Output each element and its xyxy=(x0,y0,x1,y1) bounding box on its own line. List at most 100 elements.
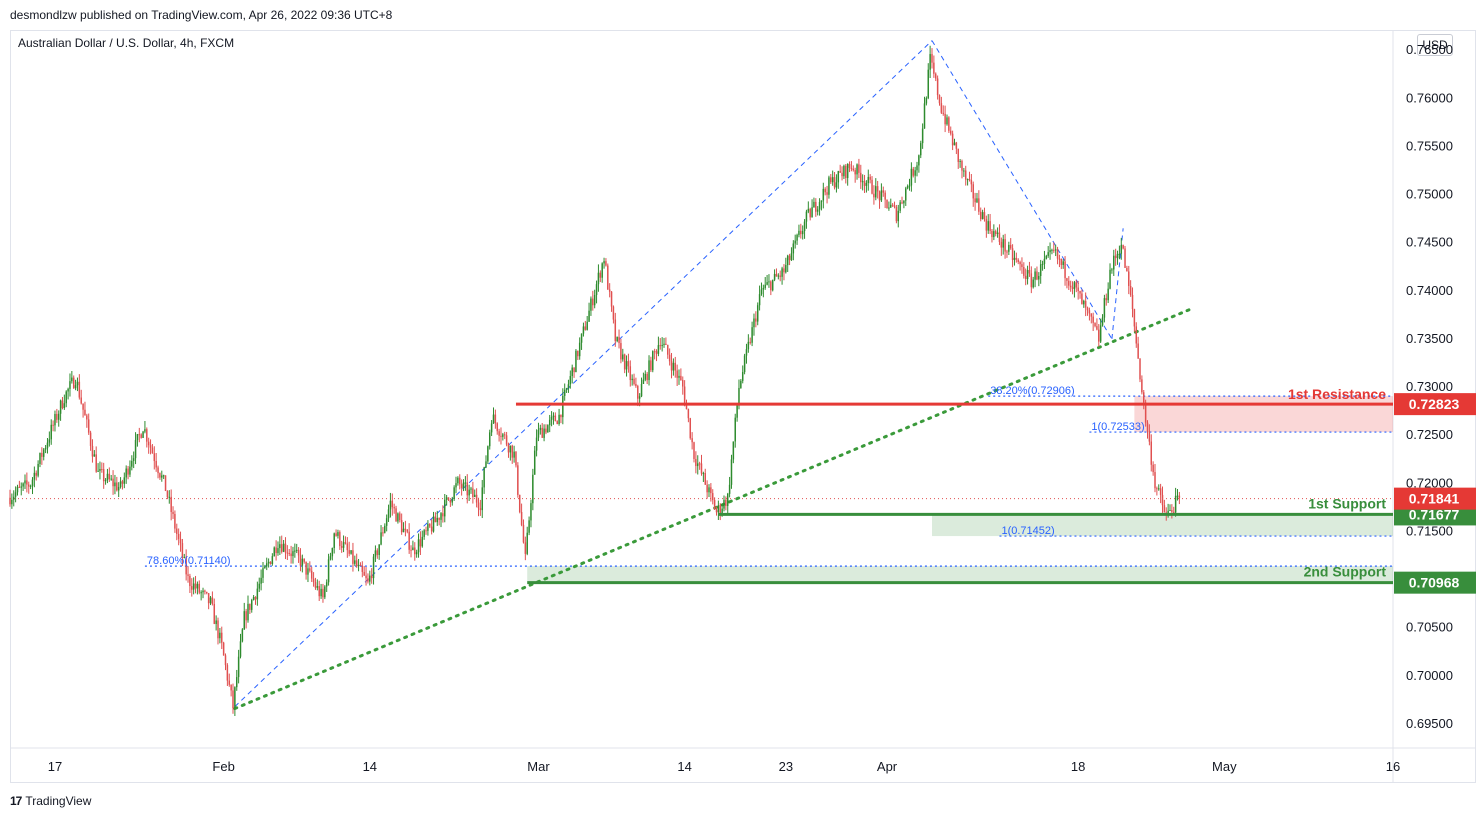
candle-body xyxy=(444,499,446,517)
candle-body xyxy=(920,143,922,156)
candle-body xyxy=(20,486,22,488)
candle-body xyxy=(1178,495,1181,498)
candle-body xyxy=(770,281,772,291)
candle-body xyxy=(1058,258,1061,260)
candle-body xyxy=(1090,313,1093,317)
candle-body xyxy=(18,486,21,488)
candle-body xyxy=(835,182,838,188)
candle-body xyxy=(783,268,785,273)
candle-body xyxy=(63,403,66,409)
candle-body xyxy=(442,513,444,517)
candle-body xyxy=(427,523,429,531)
candle-body xyxy=(710,487,712,494)
candle-body xyxy=(22,483,24,487)
candle-body xyxy=(466,482,469,496)
candle-body xyxy=(177,533,180,539)
candle-body xyxy=(389,500,392,510)
candle-body xyxy=(764,284,766,288)
candle-body xyxy=(307,568,309,575)
candle-body xyxy=(310,570,313,579)
candle-body xyxy=(852,168,855,171)
candle-body xyxy=(743,355,746,373)
candle-body xyxy=(747,341,750,350)
x-tick-label: 16 xyxy=(1386,759,1400,774)
fib-label: 78.60%(0.71140) xyxy=(147,555,231,567)
candle-body xyxy=(985,219,988,231)
candle-body xyxy=(187,574,189,576)
candle-body xyxy=(865,182,868,186)
candle-body xyxy=(183,557,186,559)
candle-body xyxy=(794,240,796,244)
candle-body xyxy=(168,496,171,498)
tradingview-logo-icon: 17 xyxy=(10,794,22,808)
candle-body xyxy=(578,342,581,357)
candle-body xyxy=(1105,298,1108,301)
candle-body xyxy=(590,298,592,311)
candle-body xyxy=(1094,322,1096,327)
candle-body xyxy=(1024,275,1027,280)
candle-body xyxy=(393,507,395,509)
candle-body xyxy=(1081,293,1083,305)
candle-body xyxy=(869,176,871,180)
candle-body xyxy=(577,350,579,357)
candle-body xyxy=(665,343,667,346)
currency-button[interactable]: USD xyxy=(1417,34,1453,56)
candle-body xyxy=(1120,245,1123,254)
candle-body xyxy=(12,496,15,500)
candle-body xyxy=(50,424,52,440)
level-price-label: 0.72823 xyxy=(1409,396,1460,412)
candle-body xyxy=(809,208,811,218)
candle-body xyxy=(1077,287,1079,292)
candle-body xyxy=(998,232,1001,242)
y-tick-label: 0.73500 xyxy=(1406,331,1453,346)
candle-body xyxy=(348,550,350,554)
candle-body xyxy=(1032,279,1034,288)
candle-body xyxy=(112,478,114,487)
candle-body xyxy=(663,343,665,345)
candle-body xyxy=(134,440,137,459)
candle-body xyxy=(762,287,765,290)
candle-body xyxy=(1039,264,1042,277)
candle-body xyxy=(944,113,946,125)
candle-body xyxy=(492,414,495,424)
candle-body xyxy=(419,539,422,547)
candle-body xyxy=(404,528,407,530)
candle-body xyxy=(232,690,234,709)
candle-body xyxy=(785,265,787,273)
candle-body xyxy=(682,379,684,387)
candle-body xyxy=(867,176,870,183)
candle-body xyxy=(161,475,163,478)
candle-body xyxy=(1107,288,1109,301)
candle-body xyxy=(363,571,365,576)
candle-body xyxy=(1019,262,1021,265)
candle-body xyxy=(54,414,56,426)
y-tick-label: 0.72000 xyxy=(1406,475,1453,490)
candle-body xyxy=(1143,392,1145,403)
candle-body xyxy=(612,306,615,320)
candle-body xyxy=(429,523,431,527)
level-price-tag xyxy=(1394,571,1476,594)
candle-body xyxy=(507,444,510,453)
fib-label: 1(0.71452) xyxy=(1001,525,1054,537)
candle-body xyxy=(374,550,377,557)
candle-body xyxy=(1021,264,1023,268)
candle-body xyxy=(515,451,517,466)
footer-brand[interactable]: 17 TradingView xyxy=(10,794,91,808)
candle-body xyxy=(1118,253,1121,255)
candle-body xyxy=(518,494,521,512)
candle-body xyxy=(1141,379,1143,393)
candle-body xyxy=(792,243,795,254)
candle-body xyxy=(891,204,894,206)
y-tick-label: 0.72500 xyxy=(1406,427,1453,442)
candle-body xyxy=(1068,280,1070,286)
candle-body xyxy=(711,493,714,501)
candle-body xyxy=(779,275,781,277)
candle-body xyxy=(215,620,217,624)
y-tick-label: 0.74000 xyxy=(1406,283,1453,298)
candle-body xyxy=(56,414,58,420)
candle-body xyxy=(149,445,152,448)
candle-body xyxy=(1060,259,1063,265)
candle-body xyxy=(820,200,823,203)
candle-body xyxy=(685,403,688,410)
